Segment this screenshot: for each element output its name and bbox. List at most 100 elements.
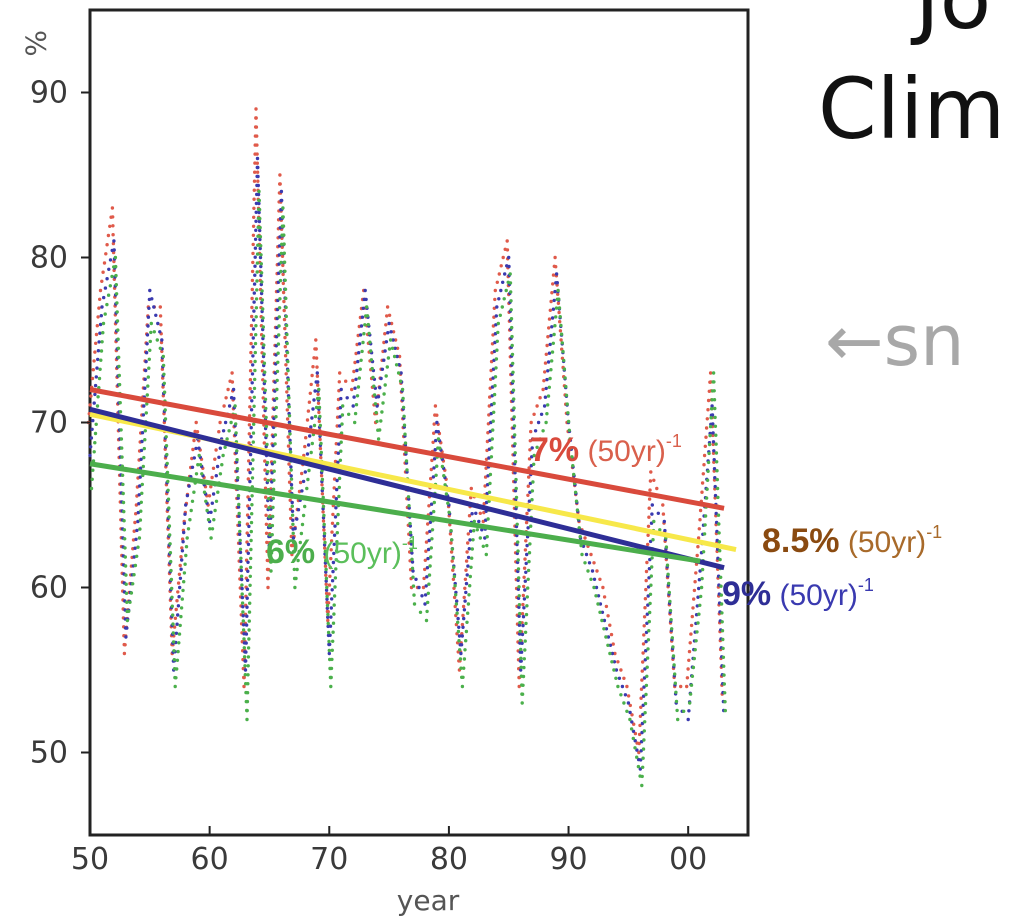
series-1-dot (521, 615, 526, 619)
series-0-dot (637, 741, 641, 746)
series-2-dot (709, 416, 713, 420)
series-2-dot (703, 523, 707, 527)
series-2-dot (252, 386, 257, 391)
series-2-dot (443, 483, 447, 487)
series-2-dot (532, 453, 536, 458)
series-2-dot (341, 404, 345, 408)
series-2-dot (169, 577, 174, 582)
series-2-dot (354, 403, 359, 407)
series-2-dot (179, 614, 183, 619)
series-0-dot (326, 601, 331, 605)
series-1-dot (255, 156, 260, 161)
series-2-dot (184, 553, 188, 558)
series-2-dot (90, 477, 94, 481)
series-1-dot (308, 434, 312, 438)
series-2-dot (360, 349, 364, 354)
series-1-dot (139, 457, 143, 461)
series-2-dot (401, 396, 405, 401)
series-2-dot (258, 216, 262, 221)
series-2-dot (148, 339, 152, 344)
series-0-dot (300, 471, 304, 476)
series-2-dot (435, 464, 439, 468)
series-2-dot (518, 638, 523, 643)
series-1-dot (290, 509, 295, 513)
series-2-dot (472, 519, 476, 524)
series-0-dot (304, 436, 308, 440)
series-1-dot (252, 291, 256, 295)
series-2-dot (489, 455, 494, 459)
series-1-dot (696, 595, 700, 599)
series-2-dot (290, 504, 294, 508)
series-2-dot (250, 512, 254, 516)
series-2-dot (238, 547, 243, 551)
series-1-dot (420, 594, 424, 598)
series-2-dot (266, 478, 270, 483)
series-0-dot (696, 536, 701, 540)
series-2-dot (516, 567, 521, 571)
series-2-dot (318, 414, 322, 419)
series-1-dot (432, 457, 437, 461)
series-2-dot (266, 469, 270, 474)
series-2-dot (117, 382, 122, 387)
series-1-dot (536, 420, 541, 425)
series-1-dot (395, 354, 399, 359)
series-0-dot (281, 263, 285, 268)
series-0-dot (96, 315, 100, 319)
series-0-dot (242, 684, 246, 689)
series-1-dot (147, 306, 151, 310)
trend-line-3 (89, 461, 701, 564)
series-2-dot (550, 359, 554, 363)
series-0-dot (354, 351, 358, 356)
series-2-dot (516, 549, 520, 553)
series-1-dot (324, 570, 328, 574)
series-0-dot (520, 612, 525, 616)
series-0-dot (328, 565, 332, 570)
series-0-dot (689, 623, 694, 628)
series-0-dot (625, 684, 629, 689)
series-1-dot (697, 586, 701, 591)
series-2-dot (370, 366, 374, 371)
series-1-dot (211, 492, 216, 496)
series-2-dot (442, 474, 446, 478)
series-2-dot (365, 314, 370, 318)
series-2-dot (508, 281, 513, 285)
series-2-dot (403, 441, 408, 445)
series-2-dot (285, 350, 290, 355)
series-0-dot (213, 457, 217, 461)
series-2-dot (339, 449, 343, 453)
series-1-dot (521, 623, 525, 628)
series-0-dot (639, 696, 643, 700)
series-1-dot (648, 539, 653, 544)
series-2-dot (643, 701, 648, 706)
series-2-dot (485, 543, 489, 548)
series-2-dot (363, 323, 367, 327)
trend-label-value: 7% (530, 431, 579, 469)
series-1-dot (334, 506, 338, 510)
series-2-dot (409, 548, 414, 553)
series-1-dot (528, 490, 532, 494)
series-0-dot (391, 330, 396, 334)
series-2-dot (177, 641, 181, 645)
series-2-dot (589, 577, 593, 581)
series-0-dot (288, 489, 292, 493)
series-1-dot (179, 567, 183, 571)
series-0-dot (246, 477, 250, 481)
series-1-dot (469, 529, 473, 533)
series-0-dot (285, 399, 289, 403)
series-2-dot (432, 500, 436, 505)
series-1-dot (253, 273, 257, 277)
series-2-dot (139, 509, 143, 513)
series-2-dot (602, 627, 606, 631)
series-2-dot (128, 600, 132, 604)
series-1-dot (360, 315, 365, 319)
series-0-dot (546, 335, 550, 339)
series-2-dot (561, 349, 565, 354)
series-2-dot (494, 366, 498, 370)
series-0-dot (522, 566, 527, 570)
series-0-dot (704, 435, 708, 439)
series-0-dot (285, 390, 289, 394)
series-2-dot (513, 460, 518, 464)
series-0-dot (335, 424, 339, 428)
series-0-dot (249, 341, 253, 346)
series-1-dot (251, 336, 255, 340)
